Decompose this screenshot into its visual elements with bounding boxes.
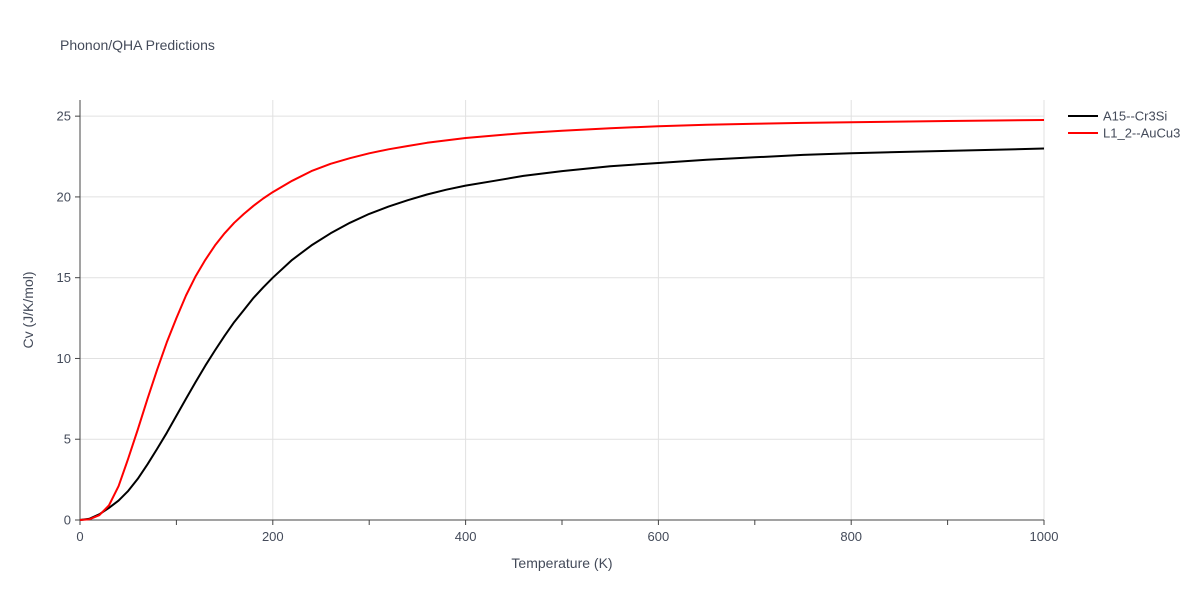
x-tick-label: 800 — [840, 529, 862, 544]
x-tick-label: 200 — [262, 529, 284, 544]
x-axis-label: Temperature (K) — [511, 555, 612, 571]
grid — [80, 100, 1045, 520]
legend[interactable]: A15--Cr3Si L1_2--AuCu3 — [1068, 109, 1180, 141]
y-tick-label: 0 — [64, 513, 71, 528]
axes — [79, 100, 1044, 521]
x-tick-label: 600 — [648, 529, 670, 544]
y-tick-label: 10 — [57, 351, 71, 366]
y-tick-label: 15 — [57, 270, 71, 285]
y-axis-label: Cv (J/K/mol) — [20, 272, 36, 349]
legend-label: A15--Cr3Si — [1103, 109, 1167, 124]
y-tick-label: 20 — [57, 189, 71, 204]
legend-item[interactable]: L1_2--AuCu3 — [1068, 126, 1180, 141]
x-tick-label: 400 — [455, 529, 477, 544]
series-line-1 — [79, 119, 1045, 521]
y-tick-labels: 0 5 10 15 20 25 — [57, 109, 80, 528]
series-line-0 — [79, 147, 1045, 521]
chart-title: Phonon/QHA Predictions — [60, 37, 215, 53]
y-tick-label: 5 — [64, 432, 71, 447]
x-tick-labels: 0 200 400 600 800 1000 — [76, 520, 1058, 544]
x-tick-label: 1000 — [1030, 529, 1059, 544]
legend-label: L1_2--AuCu3 — [1103, 126, 1180, 141]
legend-item[interactable]: A15--Cr3Si — [1068, 109, 1167, 124]
y-tick-label: 25 — [57, 109, 71, 124]
x-tick-label: 0 — [76, 529, 83, 544]
series-lines — [79, 119, 1045, 521]
